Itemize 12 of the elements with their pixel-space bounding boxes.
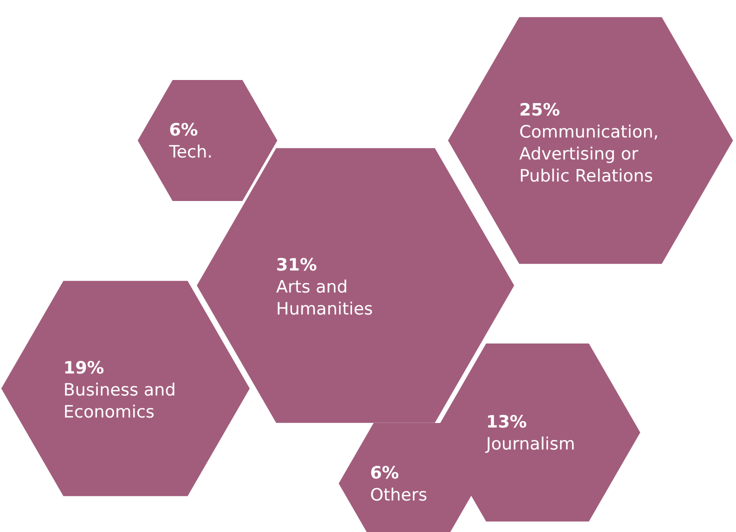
data-label: 6%	[370, 464, 399, 484]
category-label: Tech.	[168, 142, 213, 162]
data-label: 31%	[276, 256, 317, 276]
data-label: 13%	[486, 412, 527, 432]
category-label: Others	[370, 486, 428, 506]
data-label: 6%	[169, 120, 198, 140]
category-label: Communication, Advertising or Public Relations	[519, 122, 659, 186]
category-label: Arts and Humanities	[276, 278, 374, 320]
category-label: Journalism	[485, 434, 576, 454]
category-label: Business and Economics	[63, 380, 176, 422]
data-label: 19%	[63, 358, 104, 378]
data-label: 25%	[519, 100, 560, 120]
